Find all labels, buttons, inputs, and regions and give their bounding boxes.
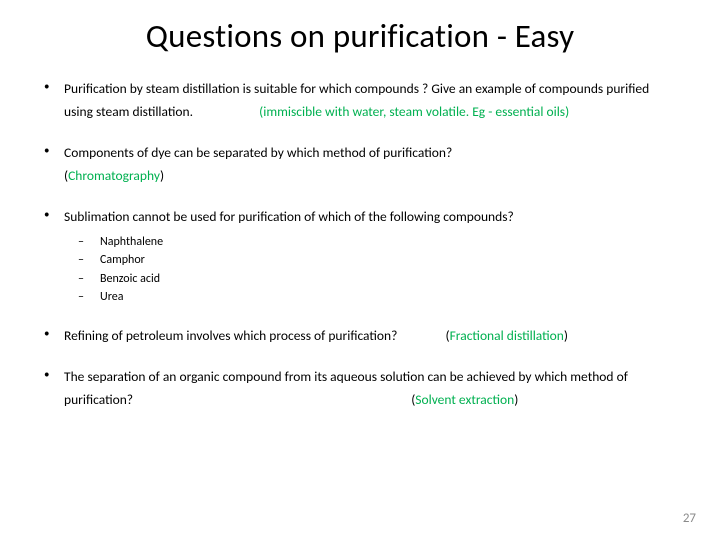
bullet-text: Refining of petroleum involves which pro… xyxy=(64,327,397,344)
list-item: The separation of an organic compound fr… xyxy=(42,366,680,412)
content-area: Purification by steam distillation is su… xyxy=(40,78,680,412)
sub-item-text: Camphor xyxy=(100,253,145,267)
bullet-text: The separation of an organic compound fr… xyxy=(64,368,628,408)
sub-item-text: Urea xyxy=(100,290,123,304)
sub-item-text: Naphthalene xyxy=(100,235,163,249)
list-item: Sublimation cannot be used for purificat… xyxy=(42,206,680,307)
answer-text: Chromatography xyxy=(68,167,160,184)
slide: Questions on purification - Easy Purific… xyxy=(0,0,720,540)
list-item: Refining of petroleum involves which pro… xyxy=(42,325,680,348)
sub-list-item: Urea xyxy=(78,288,680,307)
bullet-text: Components of dye can be separated by wh… xyxy=(64,144,452,161)
answer-text: (immiscible with water, steam volatile. … xyxy=(259,103,569,120)
list-item: Components of dye can be separated by wh… xyxy=(42,142,680,188)
sub-list: Naphthalene Camphor Benzoic acid Urea xyxy=(78,233,680,307)
bullet-text: Sublimation cannot be used for purificat… xyxy=(64,208,514,225)
answer-paren-close: ) xyxy=(564,327,568,344)
answer-text: Fractional distillation xyxy=(450,327,564,344)
answer-paren-close: ) xyxy=(514,391,518,408)
sub-list-item: Naphthalene xyxy=(78,233,680,252)
answer-text: Solvent extraction xyxy=(415,391,514,408)
sub-list-item: Camphor xyxy=(78,251,680,270)
bullet-list: Purification by steam distillation is su… xyxy=(42,78,680,412)
list-item: Purification by steam distillation is su… xyxy=(42,78,680,124)
answer-paren-close: ) xyxy=(160,167,164,184)
page-number: 27 xyxy=(683,511,696,526)
sub-item-text: Benzoic acid xyxy=(100,272,160,286)
sub-list-item: Benzoic acid xyxy=(78,270,680,289)
page-title: Questions on purification - Easy xyxy=(40,18,680,56)
